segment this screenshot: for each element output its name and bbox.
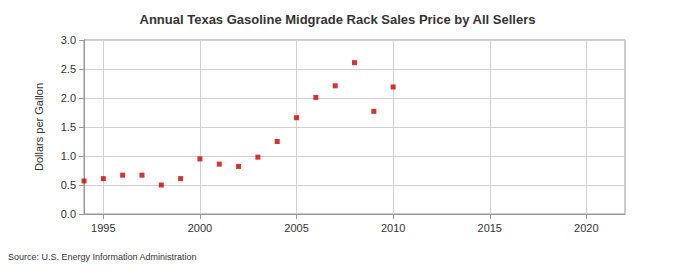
svg-text:1.0: 1.0	[61, 150, 76, 162]
svg-text:3.0: 3.0	[61, 34, 76, 46]
svg-text:2000: 2000	[188, 222, 212, 234]
svg-text:2.5: 2.5	[61, 63, 76, 75]
svg-text:2015: 2015	[478, 222, 502, 234]
svg-text:0.5: 0.5	[61, 179, 76, 191]
svg-text:2.0: 2.0	[61, 92, 76, 104]
svg-text:1.5: 1.5	[61, 121, 76, 133]
svg-text:Annual Texas Gasoline Midgrade: Annual Texas Gasoline Midgrade Rack Sale…	[140, 12, 536, 27]
svg-text:2020: 2020	[574, 222, 598, 234]
svg-text:2010: 2010	[381, 222, 405, 234]
svg-text:0.0: 0.0	[61, 208, 76, 220]
svg-text:1995: 1995	[91, 222, 115, 234]
svg-text:Dollars per Gallon: Dollars per Gallon	[33, 83, 45, 171]
svg-text:2005: 2005	[284, 222, 308, 234]
svg-text:Source: U.S. Energy Informatio: Source: U.S. Energy Information Administ…	[8, 252, 197, 262]
